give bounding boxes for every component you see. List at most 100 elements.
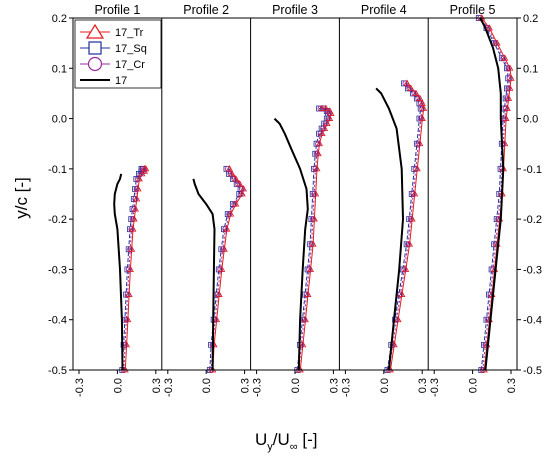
y-tick-label-right: -0.5 xyxy=(523,365,542,377)
legend-entry-3: 17 xyxy=(80,75,127,87)
panel-title: Profile 2 xyxy=(183,3,229,17)
marker-triangle xyxy=(232,200,240,207)
marker-triangle xyxy=(507,74,515,81)
marker-triangle xyxy=(326,114,334,121)
marker-triangle xyxy=(403,79,411,86)
x-axis-label-sub1: y xyxy=(267,441,273,453)
marker-circle xyxy=(412,165,419,172)
marker-triangle xyxy=(418,114,426,121)
marker-circle xyxy=(505,65,512,72)
marker-triangle xyxy=(135,175,143,182)
marker-triangle xyxy=(132,205,140,212)
y-tick-label-left: -0.3 xyxy=(48,264,67,276)
marker-triangle xyxy=(123,341,131,348)
marker-triangle xyxy=(312,190,320,197)
series-line-17 xyxy=(113,173,124,371)
marker-triangle xyxy=(313,165,321,172)
marker-circle xyxy=(417,100,424,107)
marker-circle xyxy=(128,226,135,233)
legend-label: 17_Sq xyxy=(115,43,147,55)
marker-circle xyxy=(500,55,507,62)
y-tick-label-left: -0.1 xyxy=(48,164,67,176)
marker-triangle xyxy=(501,139,509,147)
marker-triangle xyxy=(304,290,312,297)
marker-circle xyxy=(239,185,246,192)
series-line-circle xyxy=(123,168,146,371)
marker-triangle xyxy=(220,245,228,252)
marker-triangle xyxy=(134,185,142,192)
marker-circle xyxy=(309,216,316,223)
marker-circle xyxy=(407,216,414,223)
y-axis-label: y/c [-] xyxy=(12,177,31,219)
marker-triangle xyxy=(402,265,410,272)
marker-triangle xyxy=(236,180,244,187)
marker-circle xyxy=(139,165,146,172)
marker-triangle xyxy=(503,104,511,111)
x-tick-label: 0.0 xyxy=(112,378,124,393)
marker-circle xyxy=(500,140,507,147)
y-tick-label-right: -0.3 xyxy=(523,264,542,276)
y-tick-label-left: -0.4 xyxy=(48,315,67,327)
marker-triangle xyxy=(323,119,331,126)
marker-circle xyxy=(499,165,506,172)
marker-circle xyxy=(222,226,229,233)
marker-triangle xyxy=(501,54,509,61)
legend-marker-square xyxy=(88,41,102,55)
marker-circle xyxy=(415,95,422,102)
marker-circle xyxy=(492,40,499,47)
y-tick-label-left: -0.5 xyxy=(48,365,67,377)
series-line-17 xyxy=(273,117,309,371)
marker-circle xyxy=(303,291,310,298)
marker-circle xyxy=(133,185,140,192)
marker-circle xyxy=(311,190,318,197)
x-tick-label: -0.3 xyxy=(163,378,175,397)
marker-triangle xyxy=(506,84,514,91)
marker-circle xyxy=(219,246,226,253)
series-line-square xyxy=(296,108,329,371)
x-tick-label: -0.3 xyxy=(252,378,264,397)
marker-circle xyxy=(125,266,132,273)
marker-triangle xyxy=(129,225,137,232)
legend-label: 17 xyxy=(115,75,127,87)
x-axis-label-base: U xyxy=(255,430,267,449)
series-line-circle xyxy=(298,108,331,371)
marker-circle xyxy=(317,105,324,112)
panel-title: Profile 3 xyxy=(272,3,318,17)
marker-triangle xyxy=(420,104,428,111)
marker-circle xyxy=(315,140,322,147)
series-line-17 xyxy=(375,87,404,371)
marker-triangle xyxy=(223,225,231,232)
marker-triangle xyxy=(124,315,132,323)
legend-entry-2: 17_Cr xyxy=(80,56,145,72)
x-tick-label: 0.3 xyxy=(506,378,518,393)
marker-circle xyxy=(231,201,238,208)
marker-circle xyxy=(132,196,139,203)
series-line-triangle xyxy=(389,83,425,371)
profile-panel-2: Profile 2 xyxy=(161,3,248,373)
legend-label: 17_Cr xyxy=(115,59,145,71)
x-tick-label: 0.0 xyxy=(379,378,391,393)
marker-circle xyxy=(313,150,320,157)
panels-layer: Profile 1 Profile 2 Profile 3 Profile 4 Prof… xyxy=(94,3,515,373)
marker-triangle xyxy=(126,265,134,272)
marker-circle xyxy=(401,266,408,273)
x-axis: -0.3 0.0 0.3 -0.3 0.0 0.3 -0.3 0.0 0.3 -0.3 0.0 0.3… xyxy=(74,370,518,397)
series-line-circle xyxy=(388,83,423,371)
marker-triangle xyxy=(130,215,138,222)
x-axis-label-mid: /U xyxy=(273,430,290,449)
marker-circle xyxy=(214,291,221,298)
x-axis-label-tail: [-] xyxy=(298,430,318,449)
marker-triangle xyxy=(398,290,406,297)
profile-panel-3: Profile 3 xyxy=(250,3,335,373)
series-line-17 xyxy=(192,178,216,371)
marker-circle xyxy=(312,165,319,172)
marker-circle xyxy=(226,211,233,218)
marker-triangle xyxy=(225,165,233,172)
marker-triangle xyxy=(502,114,510,121)
marker-triangle xyxy=(141,165,148,172)
marker-triangle xyxy=(309,240,317,247)
x-tick-label: 0.3 xyxy=(417,378,429,393)
marker-triangle xyxy=(407,84,415,91)
y-tick-label-left: 0.1 xyxy=(52,63,67,75)
